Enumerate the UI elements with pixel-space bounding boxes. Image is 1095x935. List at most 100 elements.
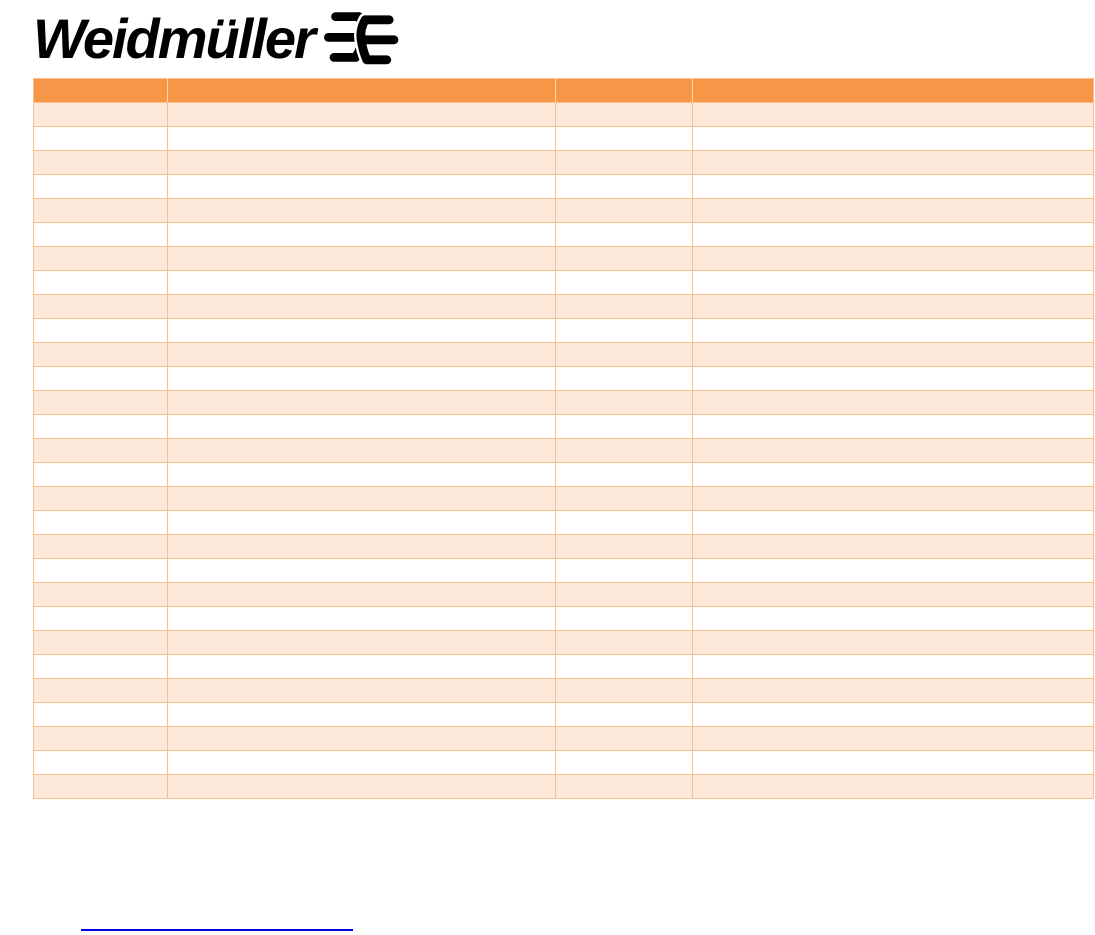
table-cell: [33, 534, 168, 559]
table-row: [33, 558, 1094, 583]
table-row: [33, 486, 1094, 511]
table-cell: [167, 222, 556, 247]
table-cell: [33, 366, 168, 391]
table-cell: [167, 582, 556, 607]
table-cell: [555, 198, 693, 223]
table-cell: [692, 366, 1094, 391]
table-cell: [692, 246, 1094, 271]
table-cell: [692, 270, 1094, 295]
table-cell: [555, 414, 693, 439]
table-cell: [167, 654, 556, 679]
table-row: [33, 318, 1094, 343]
table-cell: [692, 702, 1094, 727]
table-cell: [692, 606, 1094, 631]
table-cell: [692, 654, 1094, 679]
table-cell: [33, 702, 168, 727]
table-cell: [555, 750, 693, 775]
table-cell: [167, 174, 556, 199]
table-cell: [692, 678, 1094, 703]
table-cell: [33, 126, 168, 151]
table-header-row: [33, 78, 1094, 103]
table-cell: [33, 462, 168, 487]
table-row: [33, 654, 1094, 679]
table-cell: [692, 534, 1094, 559]
table-cell: [33, 630, 168, 655]
table-row: [33, 702, 1094, 727]
table-cell: [555, 534, 693, 559]
table-row: [33, 246, 1094, 271]
table-cell: [33, 342, 168, 367]
table-cell: [692, 342, 1094, 367]
table-cell: [555, 270, 693, 295]
table-cell: [555, 462, 693, 487]
table-cell: [692, 750, 1094, 775]
table-cell: [33, 174, 168, 199]
table-cell: [692, 510, 1094, 535]
table-row: [33, 750, 1094, 775]
table-cell: [692, 318, 1094, 343]
table-cell: [555, 390, 693, 415]
table-header-cell: [692, 78, 1094, 103]
table-cell: [33, 198, 168, 223]
table-cell: [555, 678, 693, 703]
table-cell: [555, 150, 693, 175]
table-cell: [33, 222, 168, 247]
table-cell: [167, 318, 556, 343]
table-cell: [692, 222, 1094, 247]
table-cell: [692, 294, 1094, 319]
table-row: [33, 294, 1094, 319]
table-row: [33, 678, 1094, 703]
table-row: [33, 438, 1094, 463]
table-cell: [167, 750, 556, 775]
product-table: [33, 78, 1094, 799]
table-row: [33, 390, 1094, 415]
table-cell: [167, 342, 556, 367]
table-cell: [555, 294, 693, 319]
table-cell: [555, 630, 693, 655]
table-cell: [555, 246, 693, 271]
table-cell: [555, 102, 693, 127]
table-row: [33, 270, 1094, 295]
table-cell: [555, 366, 693, 391]
table-cell: [555, 606, 693, 631]
table-row: [33, 582, 1094, 607]
table-cell: [555, 486, 693, 511]
table-header-cell: [555, 78, 693, 103]
table-cell: [555, 318, 693, 343]
table-row: [33, 630, 1094, 655]
table-cell: [33, 558, 168, 583]
table-cell: [33, 102, 168, 127]
table-cell: [555, 222, 693, 247]
table-cell: [167, 462, 556, 487]
table-cell: [555, 174, 693, 199]
table-cell: [555, 702, 693, 727]
table-header-cell: [167, 78, 556, 103]
table-cell: [167, 102, 556, 127]
footer-link[interactable]: [81, 914, 353, 931]
table-row: [33, 174, 1094, 199]
table-cell: [555, 726, 693, 751]
table-cell: [33, 270, 168, 295]
table-cell: [692, 414, 1094, 439]
table-cell: [555, 558, 693, 583]
table-cell: [167, 606, 556, 631]
table-row: [33, 726, 1094, 751]
table-cell: [167, 702, 556, 727]
table-cell: [692, 438, 1094, 463]
table-cell: [692, 102, 1094, 127]
table-cell: [692, 126, 1094, 151]
table-cell: [33, 390, 168, 415]
table-cell: [555, 438, 693, 463]
table-cell: [167, 438, 556, 463]
table-cell: [167, 246, 556, 271]
table-cell: [33, 318, 168, 343]
table-cell: [167, 774, 556, 799]
table-cell: [167, 198, 556, 223]
table-cell: [555, 510, 693, 535]
table-cell: [33, 750, 168, 775]
table-cell: [33, 678, 168, 703]
table-cell: [167, 678, 556, 703]
table-row: [33, 198, 1094, 223]
weidmueller-w-mark-icon: [322, 7, 402, 71]
table-cell: [692, 774, 1094, 799]
